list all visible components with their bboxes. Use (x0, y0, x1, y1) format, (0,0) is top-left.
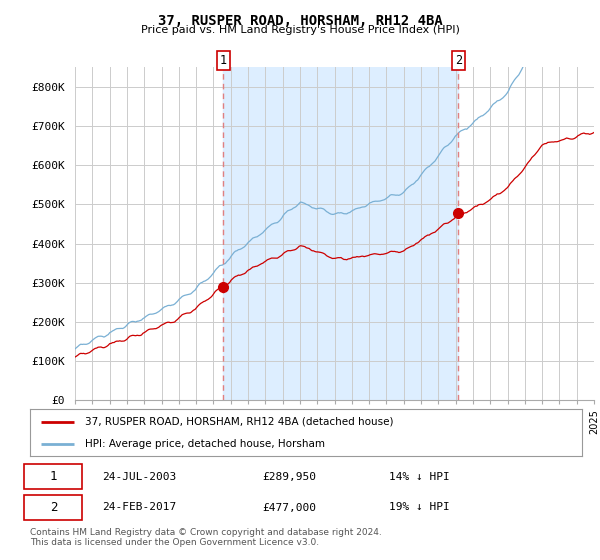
Text: £477,000: £477,000 (262, 502, 316, 512)
Text: 19% ↓ HPI: 19% ↓ HPI (389, 502, 449, 512)
Text: 2: 2 (50, 501, 58, 514)
Text: 1: 1 (50, 470, 58, 483)
Text: £289,950: £289,950 (262, 472, 316, 482)
Text: 14% ↓ HPI: 14% ↓ HPI (389, 472, 449, 482)
Text: Price paid vs. HM Land Registry's House Price Index (HPI): Price paid vs. HM Land Registry's House … (140, 25, 460, 35)
Text: 24-JUL-2003: 24-JUL-2003 (102, 472, 176, 482)
Text: 37, RUSPER ROAD, HORSHAM, RH12 4BA: 37, RUSPER ROAD, HORSHAM, RH12 4BA (158, 14, 442, 28)
Text: Contains HM Land Registry data © Crown copyright and database right 2024.
This d: Contains HM Land Registry data © Crown c… (30, 528, 382, 547)
Text: 2: 2 (455, 54, 462, 67)
Text: 24-FEB-2017: 24-FEB-2017 (102, 502, 176, 512)
Text: 1: 1 (220, 54, 227, 67)
FancyBboxPatch shape (25, 494, 82, 520)
Text: HPI: Average price, detached house, Horsham: HPI: Average price, detached house, Hors… (85, 438, 325, 449)
Bar (223, 67, 458, 400)
Text: 37, RUSPER ROAD, HORSHAM, RH12 4BA (detached house): 37, RUSPER ROAD, HORSHAM, RH12 4BA (deta… (85, 417, 394, 427)
FancyBboxPatch shape (25, 464, 82, 489)
